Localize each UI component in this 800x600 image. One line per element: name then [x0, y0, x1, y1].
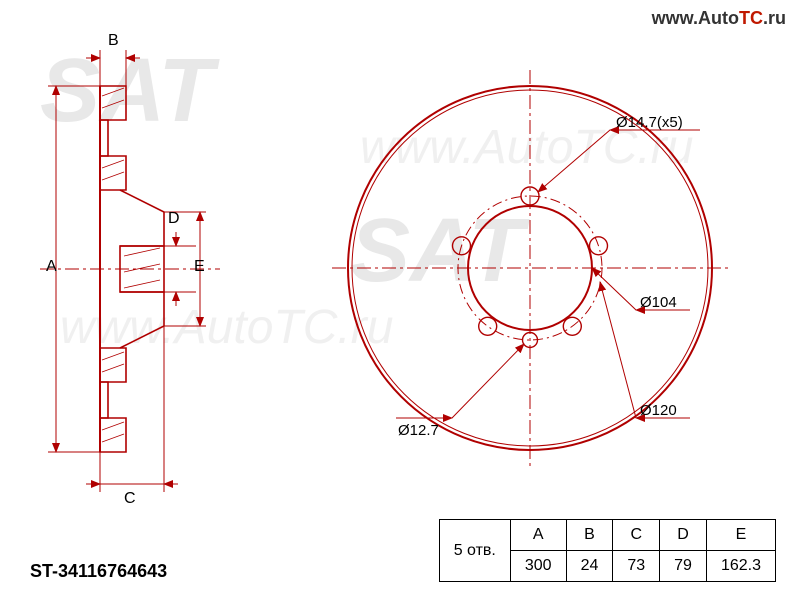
- val-e: 162.3: [706, 551, 775, 582]
- dim-label-b: B: [108, 32, 119, 50]
- val-a: 300: [510, 551, 566, 582]
- callout-pin: Ø12.7: [398, 422, 439, 439]
- callout-bolt-holes: Ø14.7(x5): [616, 114, 683, 131]
- drawing-canvas: SAT SAT www.AutoTC.ru www.AutoTC.ru: [0, 0, 800, 600]
- callout-pcd: Ø120: [640, 402, 677, 419]
- part-number: ST-34116764643: [30, 561, 167, 582]
- url-suffix: .ru: [763, 8, 786, 28]
- dimension-table: 5 отв. A B C D E 300 24 73 79 162.3: [439, 519, 776, 582]
- url-prefix: www.Auto: [652, 8, 739, 28]
- col-c: C: [613, 520, 660, 551]
- url-mid: TC: [739, 8, 763, 28]
- table-row: 5 отв. A B C D E: [439, 520, 775, 551]
- dim-label-d: D: [168, 210, 180, 228]
- site-url: www.AutoTC.ru: [652, 8, 786, 29]
- val-b: 24: [566, 551, 613, 582]
- col-b: B: [566, 520, 613, 551]
- dim-label-c: C: [124, 490, 136, 508]
- callout-hub-bore: Ø104: [640, 294, 677, 311]
- val-d: 79: [660, 551, 707, 582]
- val-c: 73: [613, 551, 660, 582]
- col-e: E: [706, 520, 775, 551]
- holes-cell: 5 отв.: [439, 520, 510, 582]
- col-d: D: [660, 520, 707, 551]
- dim-label-e: E: [194, 258, 205, 276]
- technical-drawing-svg: [0, 0, 800, 600]
- col-a: A: [510, 520, 566, 551]
- dim-label-a: A: [46, 258, 57, 276]
- side-view: [40, 50, 220, 492]
